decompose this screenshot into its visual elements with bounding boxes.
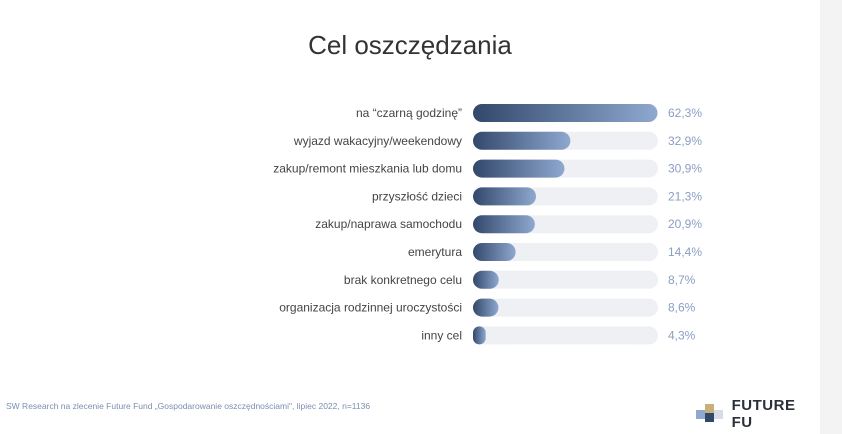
bar-track [473, 243, 658, 261]
value-label: 8,6% [668, 301, 696, 315]
bar [473, 298, 499, 317]
value-label: 14,4% [668, 245, 702, 259]
bar [473, 104, 658, 122]
category-label: organizacja rodzinnej uroczystości [279, 301, 462, 315]
slide: Cel oszczędzania na “czarną godzinę” 62,3… [6, 30, 820, 431]
bar-track [473, 270, 658, 289]
bar-chart: na “czarną godzinę” 62,3% wyjazd wakacyjny… [273, 104, 702, 345]
bar [473, 131, 571, 150]
value-label: 8,7% [668, 273, 696, 287]
right-edge-strip [820, 0, 842, 434]
category-label: inny cel [421, 328, 462, 342]
bar-track [473, 298, 658, 317]
category-label: emerytura [408, 245, 462, 259]
category-label: przyszłość dzieci [372, 189, 462, 203]
source-footnote: SW Research na zlecenie Future Fund „Gos… [6, 401, 371, 411]
category-label: brak konkretnego celu [344, 273, 462, 287]
logo-mark-icon [696, 404, 723, 422]
bar-track [473, 326, 658, 345]
category-label: wyjazd wakacyjny/weekendowy [293, 134, 462, 148]
logo-text: FUTURE FU [731, 397, 796, 431]
value-label: 4,3% [668, 328, 696, 342]
value-label: 62,3% [668, 106, 702, 120]
bar [473, 187, 537, 206]
value-label: 30,9% [668, 162, 702, 176]
bar [473, 243, 516, 261]
value-label: 32,9% [668, 134, 702, 148]
value-label: 21,3% [668, 189, 702, 203]
category-label: zakup/naprawa samochodu [315, 217, 462, 231]
bar [473, 159, 565, 178]
bar [473, 270, 499, 289]
value-label: 20,9% [668, 217, 702, 231]
bar [473, 326, 486, 345]
bar [473, 215, 535, 234]
category-label: zakup/remont mieszkania lub domu [273, 162, 462, 176]
category-label: na “czarną godzinę” [356, 106, 462, 120]
chart-title: Cel oszczędzania [308, 30, 512, 60]
future-fund-logo: FUTURE FU [696, 397, 820, 431]
